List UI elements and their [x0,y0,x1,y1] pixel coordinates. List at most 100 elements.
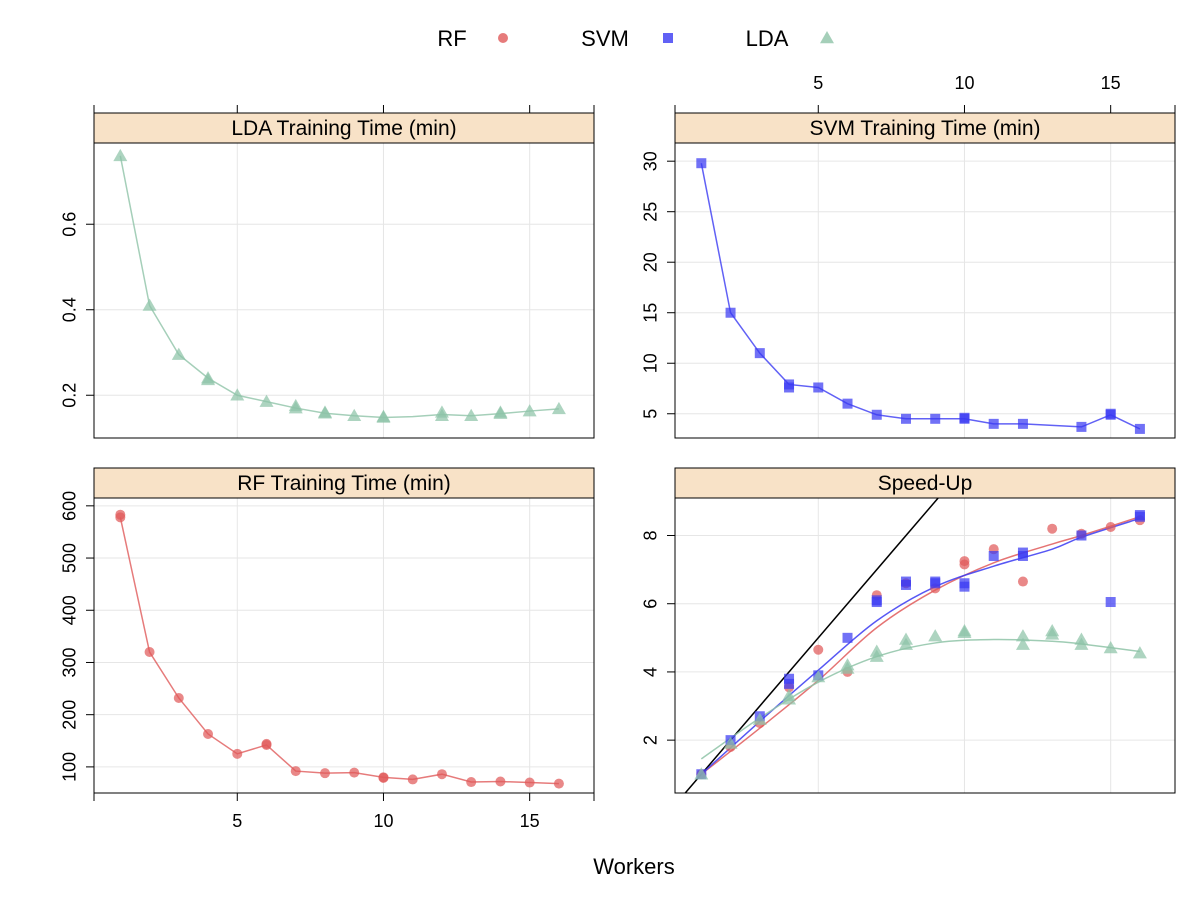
y-tick-label: 20 [641,252,661,272]
data-point-svm [930,578,941,589]
y-tick-label: 600 [60,491,80,521]
data-point-svm [959,412,970,423]
legend-marker-rf [498,33,508,43]
data-point-svm [988,418,999,429]
gridlines [675,498,1175,793]
panel-strip [674,112,1176,144]
data-point-svm [842,632,853,643]
data-point-lda [1074,632,1089,645]
data-point-rf [261,738,272,749]
data-point-rf [959,559,970,570]
y-tick-label: 2 [641,735,661,745]
data-point-lda [230,388,245,401]
data-point-lda [1132,646,1147,659]
series-line-lda [119,155,559,419]
data-point-rf [813,644,824,655]
y-tick-label: 10 [641,353,661,373]
y-tick-label: 8 [641,531,661,541]
data-point-lda [840,658,855,671]
data-point-rf [436,769,447,780]
data-point-lda [113,148,128,162]
data-point-svm [930,413,941,424]
data-point-lda [142,298,157,311]
y-tick-label: 400 [60,595,80,625]
panel-3: RF Training Time (min) 100 200 300 400 500 600… [60,467,595,831]
y-tick-label: 30 [641,151,661,171]
reference-line [684,498,940,793]
smooth-line-svm [700,517,1141,775]
legend-marker-lda [820,31,834,44]
plot-area [684,498,1147,793]
y-tick-label: 6 [641,599,661,609]
y-tick-label: 100 [60,752,80,782]
data-point-svm [1134,511,1145,522]
data-point-svm [1076,421,1087,432]
data-point-rf [1047,523,1058,534]
panel-title: RF Training Time (min) [237,472,451,495]
data-point-svm [784,673,795,684]
data-point-rf [1105,521,1116,532]
y-tick-label: 5 [641,409,661,419]
data-point-rf [1017,576,1028,587]
data-point-svm [871,409,882,420]
data-point-svm [813,382,824,393]
data-point-svm [1105,597,1116,608]
data-point-lda [782,688,797,702]
x-tick-label: 5 [232,811,242,831]
data-point-lda [464,408,479,422]
gridlines [675,143,1175,438]
data-point-svm [871,597,882,608]
data-point-lda [723,736,738,749]
data-point-lda [376,409,391,422]
y-tick-label: 0.2 [60,383,80,408]
data-point-svm [988,550,999,561]
data-point-rf [115,509,126,520]
data-point-rf [524,777,535,788]
panels: LDA Training Time (min) 0.2 0.4 0.6 SVM Trai… [60,73,1176,831]
legend-label-rf: RF [437,26,466,51]
data-point-rf [173,692,184,703]
data-point-lda [288,398,303,412]
data-point-rf [290,766,301,777]
x-tick-label: 15 [520,811,540,831]
x-tick-label-top: 15 [1101,73,1121,93]
panel-strip [674,467,1176,499]
panel-title: Speed-Up [878,472,973,495]
data-point-svm [900,413,911,424]
panel-frame [93,142,595,439]
panel-frame [674,142,1176,439]
data-point-rf [495,776,506,787]
data-point-lda [171,347,186,360]
data-point-lda [347,408,362,422]
data-point-lda [1103,641,1118,654]
data-point-rf [378,772,389,783]
data-point-rf [553,778,564,789]
data-point-lda [957,624,972,637]
panel-1: LDA Training Time (min) 0.2 0.4 0.6 [60,105,595,439]
data-point-rf [407,774,418,785]
panel-strip [93,467,595,499]
data-point-svm [696,158,707,169]
y-tick-label: 500 [60,543,80,573]
data-point-lda [434,408,449,422]
data-point-svm [959,581,970,592]
x-tick-label-top: 10 [954,73,974,93]
legend: RF SVM LDA [437,26,834,51]
y-tick-label: 0.6 [60,212,80,237]
data-point-lda [493,405,508,418]
data-point-lda [694,767,709,780]
panel-title: LDA Training Time (min) [231,117,456,140]
x-axis-label: Workers [593,854,675,879]
data-point-lda [1015,637,1030,650]
y-tick-label: 4 [641,667,661,677]
data-point-svm [784,678,795,689]
data-point-lda [869,644,884,657]
data-point-svm [1105,408,1116,419]
data-point-svm [1017,418,1028,429]
plot-area [696,158,1145,434]
data-point-svm [900,579,911,590]
data-point-rf [203,729,214,739]
data-point-svm [725,307,736,318]
plot-area [113,148,566,423]
